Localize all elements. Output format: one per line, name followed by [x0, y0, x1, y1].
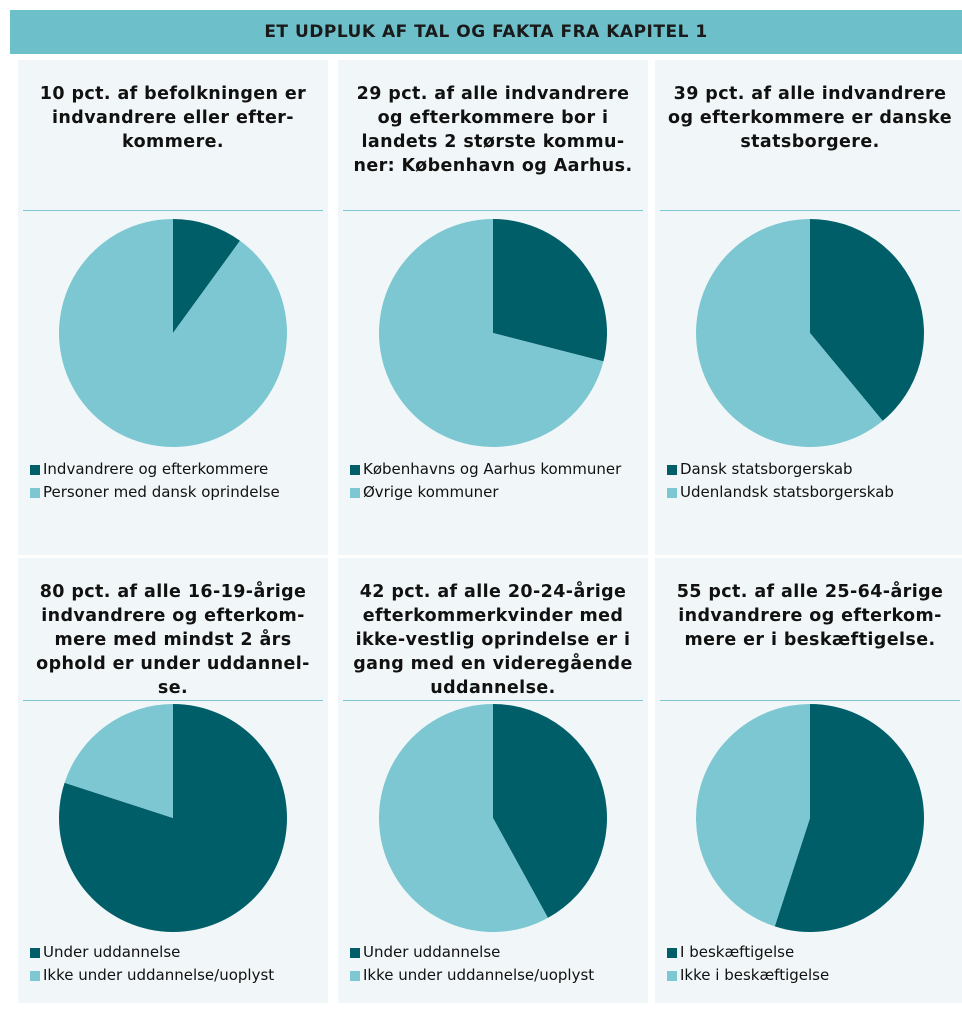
legend: Københavns og Aarhus kommuner Øvrige komm…: [350, 460, 644, 506]
legend-label: Under uddannelse: [363, 943, 501, 961]
pie-chart: [59, 704, 288, 932]
legend-item: Ikke under uddannelse/uoplyst: [30, 966, 324, 984]
chart-title: 39 pct. af alle indvandrere og efterkomm…: [668, 84, 952, 152]
legend-item: I beskæftigelse: [667, 943, 961, 961]
legend-swatch: [667, 465, 677, 475]
header-title: ET UDPLUK AF TAL OG FAKTA FRA KAPITEL 1: [10, 10, 962, 54]
legend-swatch: [350, 971, 360, 981]
pie-slice: [696, 219, 883, 447]
legend-swatch: [30, 488, 40, 498]
panel: 10 pct. af befolkningen er indvandrere e…: [18, 60, 328, 555]
legend-item: Øvrige kommuner: [350, 483, 644, 501]
legend: Under uddannelse Ikke under uddannelse/uo…: [30, 943, 324, 989]
legend-label: Ikke i beskæftigelse: [680, 966, 830, 984]
chart-title: 10 pct. af befolkningen er indvandrere e…: [39, 84, 307, 152]
legend-swatch: [350, 948, 360, 958]
legend-label: Personer med dansk oprindelse: [43, 483, 280, 501]
panel: 80 pct. af alle 16-19-årige indvandrere …: [18, 558, 328, 1003]
legend: Indvandrere og efterkommere Personer med …: [30, 460, 324, 506]
chart-title: 80 pct. af alle 16-19-årige indvandrere …: [36, 582, 310, 698]
legend-swatch: [667, 488, 677, 498]
pie-slice: [379, 704, 548, 932]
legend-label: Udenlandsk statsborgerskab: [680, 483, 894, 501]
legend-label: Dansk statsborgerskab: [680, 460, 853, 478]
legend-swatch: [667, 971, 677, 981]
pie-chart: [379, 704, 607, 932]
legend-label: Københavns og Aarhus kommuner: [363, 460, 622, 478]
chart-title: 55 pct. af alle 25-64-årige indvandrere …: [676, 582, 944, 650]
panel: 39 pct. af alle indvandrere og efterkomm…: [655, 60, 962, 555]
legend-item: Ikke under uddannelse/uoplyst: [350, 966, 644, 984]
legend-label: Indvandrere og efterkommere: [43, 460, 269, 478]
pie-slice: [64, 704, 173, 818]
pie-slice: [493, 219, 607, 362]
legend-label: Øvrige kommuner: [363, 483, 499, 501]
legend-swatch: [350, 465, 360, 475]
legend: Dansk statsborgerskab Udenlandsk statsbor…: [667, 460, 961, 506]
divider: [23, 700, 323, 701]
legend-item: Københavns og Aarhus kommuner: [350, 460, 644, 478]
legend: I beskæftigelse Ikke i beskæftigelse: [667, 943, 961, 989]
divider: [660, 210, 960, 211]
legend-swatch: [350, 488, 360, 498]
legend-item: Ikke i beskæftigelse: [667, 966, 961, 984]
pie-slice: [696, 704, 810, 927]
pie-slice: [379, 219, 604, 447]
legend-label: Under uddannelse: [43, 943, 181, 961]
pie-slice: [59, 219, 288, 447]
pie-chart: [696, 219, 924, 447]
legend-swatch: [30, 948, 40, 958]
chart-title: 42 pct. af alle 20-24-årige efterkommerk…: [353, 582, 633, 698]
legend-swatch: [30, 971, 40, 981]
divider: [23, 210, 323, 211]
pie-slice: [810, 219, 924, 421]
pie-slice: [774, 704, 924, 932]
pie-chart: [379, 219, 607, 447]
legend-item: Dansk statsborgerskab: [667, 460, 961, 478]
divider: [660, 700, 960, 701]
pie-slice: [493, 704, 607, 918]
panel: 42 pct. af alle 20-24-årige efterkommerk…: [338, 558, 648, 1003]
panel: 55 pct. af alle 25-64-årige indvandrere …: [655, 558, 962, 1003]
legend-label: I beskæftigelse: [680, 943, 795, 961]
legend-item: Under uddannelse: [30, 943, 324, 961]
legend-label: Ikke under uddannelse/uoplyst: [43, 966, 275, 984]
legend-item: Udenlandsk statsborgerskab: [667, 483, 961, 501]
legend-swatch: [30, 465, 40, 475]
panel: 29 pct. af alle indvandrere og efterkomm…: [338, 60, 648, 555]
pie-chart: [696, 704, 924, 932]
pie-slice: [173, 219, 241, 333]
divider: [343, 700, 643, 701]
legend-item: Under uddannelse: [350, 943, 644, 961]
pie-chart: [59, 219, 288, 447]
legend: Under uddannelse Ikke under uddannelse/uo…: [350, 943, 644, 989]
chart-title: 29 pct. af alle indvandrere og efterkomm…: [353, 84, 633, 176]
legend-swatch: [667, 948, 677, 958]
legend-item: Indvandrere og efterkommere: [30, 460, 324, 478]
legend-item: Personer med dansk oprindelse: [30, 483, 324, 501]
legend-label: Ikke under uddannelse/uoplyst: [363, 966, 595, 984]
divider: [343, 210, 643, 211]
